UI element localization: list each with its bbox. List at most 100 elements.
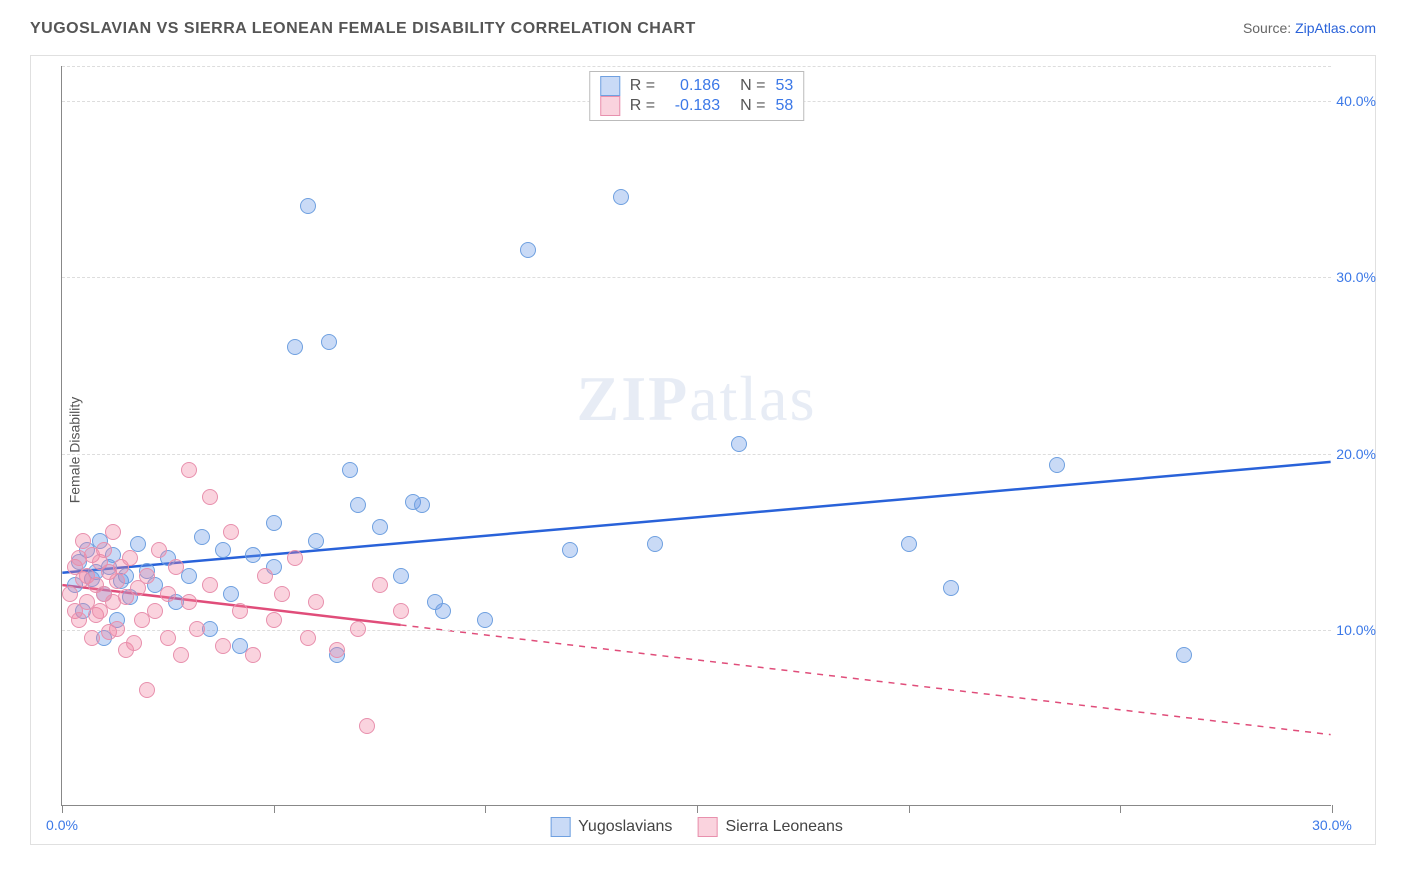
n-value: 58 <box>775 97 793 115</box>
data-point <box>520 242 536 258</box>
data-point <box>71 612 87 628</box>
r-value: -0.183 <box>665 97 720 115</box>
data-point <box>287 550 303 566</box>
data-point <box>342 462 358 478</box>
data-point <box>266 612 282 628</box>
legend-swatch <box>600 76 620 96</box>
regression-lines <box>62 66 1331 805</box>
data-point <box>731 436 747 452</box>
data-point <box>287 339 303 355</box>
data-point <box>435 603 451 619</box>
data-point <box>160 630 176 646</box>
source-link[interactable]: ZipAtlas.com <box>1295 20 1376 36</box>
data-point <box>160 586 176 602</box>
y-tick-label: 20.0% <box>1336 446 1376 462</box>
gridline <box>62 277 1331 278</box>
correlation-legend: R = 0.186 N = 53 R = -0.183 N = 58 <box>589 71 804 121</box>
r-label: R = <box>630 77 655 95</box>
data-point <box>350 497 366 513</box>
data-point <box>194 529 210 545</box>
data-point <box>943 580 959 596</box>
data-point <box>308 594 324 610</box>
data-point <box>372 519 388 535</box>
y-tick-label: 40.0% <box>1336 93 1376 109</box>
data-point <box>181 462 197 478</box>
legend-label: Sierra Leoneans <box>725 818 842 836</box>
x-tick-label: 30.0% <box>1312 817 1352 833</box>
data-point <box>393 568 409 584</box>
data-point <box>215 542 231 558</box>
data-point <box>105 524 121 540</box>
plot-area: ZIPatlas R = 0.186 N = 53 R = -0.183 N =… <box>61 66 1331 806</box>
gridline <box>62 66 1331 67</box>
data-point <box>147 603 163 619</box>
data-point <box>96 542 112 558</box>
data-point <box>359 718 375 734</box>
y-tick-label: 10.0% <box>1336 622 1376 638</box>
x-tick-label: 0.0% <box>46 817 78 833</box>
legend-swatch <box>550 817 570 837</box>
data-point <box>274 586 290 602</box>
data-point <box>223 586 239 602</box>
data-point <box>189 621 205 637</box>
data-point <box>393 603 409 619</box>
source-attribution: Source: ZipAtlas.com <box>1243 20 1376 36</box>
data-point <box>215 638 231 654</box>
data-point <box>245 547 261 563</box>
data-point <box>126 635 142 651</box>
n-label: N = <box>740 97 765 115</box>
data-point <box>350 621 366 637</box>
x-tick <box>62 805 63 813</box>
x-tick <box>485 805 486 813</box>
data-point <box>300 198 316 214</box>
correlation-row: R = 0.186 N = 53 <box>600 76 793 96</box>
correlation-row: R = -0.183 N = 58 <box>600 96 793 116</box>
series-legend: Yugoslavians Sierra Leoneans <box>550 817 843 837</box>
chart-title: YUGOSLAVIAN VS SIERRA LEONEAN FEMALE DIS… <box>30 20 696 38</box>
data-point <box>181 594 197 610</box>
data-point <box>1176 647 1192 663</box>
data-point <box>1049 457 1065 473</box>
data-point <box>122 550 138 566</box>
data-point <box>130 536 146 552</box>
x-tick <box>1332 805 1333 813</box>
y-tick-label: 30.0% <box>1336 269 1376 285</box>
gridline <box>62 630 1331 631</box>
data-point <box>62 586 78 602</box>
data-point <box>647 536 663 552</box>
legend-swatch <box>600 96 620 116</box>
r-label: R = <box>630 97 655 115</box>
data-point <box>613 189 629 205</box>
data-point <box>109 621 125 637</box>
data-point <box>139 568 155 584</box>
data-point <box>84 630 100 646</box>
n-label: N = <box>740 77 765 95</box>
data-point <box>321 334 337 350</box>
data-point <box>257 568 273 584</box>
data-point <box>372 577 388 593</box>
r-value: 0.186 <box>665 77 720 95</box>
legend-item: Sierra Leoneans <box>697 817 842 837</box>
data-point <box>202 489 218 505</box>
gridline <box>62 454 1331 455</box>
watermark: ZIPatlas <box>577 362 817 436</box>
data-point <box>901 536 917 552</box>
data-point <box>109 573 125 589</box>
data-point <box>151 542 167 558</box>
data-point <box>329 642 345 658</box>
data-point <box>173 647 189 663</box>
legend-item: Yugoslavians <box>550 817 672 837</box>
chart-container: Female Disability ZIPatlas R = 0.186 N =… <box>30 55 1376 845</box>
legend-label: Yugoslavians <box>578 818 672 836</box>
data-point <box>562 542 578 558</box>
x-tick <box>909 805 910 813</box>
data-point <box>300 630 316 646</box>
x-tick <box>274 805 275 813</box>
data-point <box>202 577 218 593</box>
data-point <box>245 647 261 663</box>
data-point <box>168 559 184 575</box>
data-point <box>223 524 239 540</box>
data-point <box>414 497 430 513</box>
data-point <box>477 612 493 628</box>
data-point <box>308 533 324 549</box>
